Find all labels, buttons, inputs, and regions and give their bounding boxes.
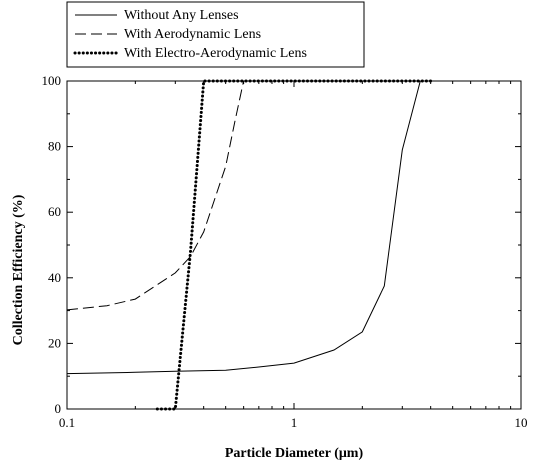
legend-label-2: With Aerodynamic Lens [124, 27, 261, 42]
y-tick-label: 80 [48, 139, 61, 154]
y-tick-label: 60 [48, 204, 61, 219]
x-tick-label: 1 [291, 415, 298, 430]
series-line-2 [66, 80, 245, 311]
legend-label-3: With Electro-Aerodynamic Lens [124, 46, 307, 61]
x-tick-label: 10 [515, 415, 528, 430]
y-axis-label: Collection Efficiency (%) [11, 194, 26, 345]
y-tick-label: 100 [42, 73, 62, 88]
x-axis-label: Particle Diameter (μm) [225, 446, 364, 461]
legend: Without Any Lenses With Aerodynamic Lens W… [66, 1, 365, 68]
series-line-3 [155, 79, 433, 411]
y-tick-label: 0 [55, 401, 62, 416]
plot-area [66, 80, 522, 410]
y-tick-label: 20 [48, 335, 61, 350]
legend-label-1: Without Any Lenses [124, 8, 239, 23]
x-tick-label: 0.1 [59, 415, 75, 430]
series-line-1 [66, 80, 421, 375]
y-tick-label: 40 [48, 270, 61, 285]
